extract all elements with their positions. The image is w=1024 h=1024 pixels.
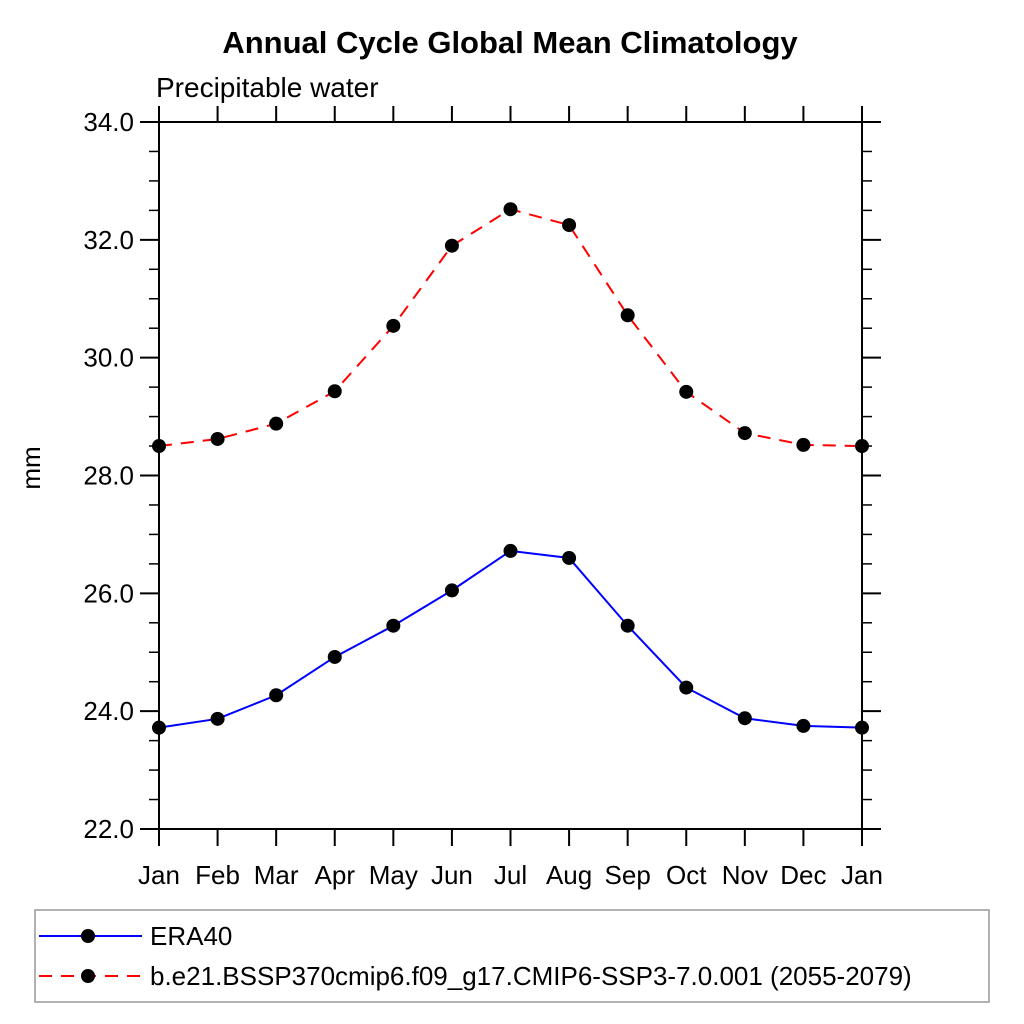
data-point-0 [503, 543, 518, 558]
x-tick-label: Feb [195, 860, 240, 890]
chart-subtitle: Precipitable water [156, 72, 379, 103]
data-point-0 [210, 711, 225, 726]
series-line-0 [158, 549, 863, 729]
data-point-1 [679, 384, 694, 399]
x-tick-label: Oct [666, 860, 707, 890]
data-point-1 [562, 218, 577, 233]
data-point-0 [444, 583, 459, 598]
x-tick-label: Jul [494, 860, 527, 890]
data-point-1 [796, 437, 811, 452]
data-point-1 [737, 426, 752, 441]
x-tick-label: Dec [780, 860, 826, 890]
data-point-1 [386, 318, 401, 333]
data-point-1 [503, 202, 518, 217]
series-layer [152, 202, 869, 735]
series-line-1 [158, 208, 863, 448]
legend: ERA40 b.e21.BSSP370cmip6.f09_g17.CMIP6-S… [34, 909, 990, 1003]
data-point-0 [679, 680, 694, 695]
y-tick-label: 26.0 [83, 578, 134, 608]
data-point-0 [386, 618, 401, 633]
legend-label-era40: ERA40 [150, 921, 232, 951]
x-tick-label: Nov [722, 860, 768, 890]
y-tick-label: 30.0 [83, 343, 134, 373]
legend-label-model: b.e21.BSSP370cmip6.f09_g17.CMIP6-SSP3-7.… [150, 961, 912, 991]
y-tick-label: 24.0 [83, 696, 134, 726]
y-tick-label: 22.0 [83, 814, 134, 844]
legend-box [34, 909, 990, 1003]
y-tick-label: 28.0 [83, 461, 134, 491]
plot-frame [158, 121, 863, 830]
x-tick-label: Jan [138, 860, 180, 890]
legend-marker-era40 [81, 929, 95, 943]
data-point-1 [855, 439, 869, 454]
legend-marker-model [81, 969, 95, 983]
x-tick-label: Jan [841, 860, 883, 890]
data-point-1 [327, 384, 342, 399]
x-tick-label: Jun [431, 860, 473, 890]
y-axis-label: mm [16, 446, 46, 489]
data-point-0 [152, 720, 166, 735]
data-point-0 [855, 720, 869, 735]
data-point-0 [620, 618, 635, 633]
data-point-0 [737, 711, 752, 726]
data-point-1 [444, 238, 459, 253]
y-tick-label: 32.0 [83, 225, 134, 255]
data-point-1 [210, 431, 225, 446]
data-point-0 [269, 688, 284, 703]
data-point-0 [796, 718, 811, 733]
data-point-1 [152, 439, 166, 454]
axis-tick-labels: 22.0 24.0 26.0 28.0 30.0 32.0 34.0 Jan Feb Mar Apr… [83, 107, 883, 890]
x-tick-label: Aug [546, 860, 592, 890]
data-point-1 [620, 308, 635, 323]
axis-ticks [140, 106, 881, 846]
x-tick-label: Sep [605, 860, 651, 890]
data-point-0 [327, 649, 342, 664]
chart-title: Annual Cycle Global Mean Climatology [222, 25, 798, 60]
y-tick-label: 34.0 [83, 107, 134, 137]
x-tick-label: Mar [254, 860, 299, 890]
data-point-1 [269, 416, 284, 431]
data-point-0 [562, 550, 577, 565]
x-tick-label: Apr [315, 860, 356, 890]
x-tick-label: May [369, 860, 418, 890]
